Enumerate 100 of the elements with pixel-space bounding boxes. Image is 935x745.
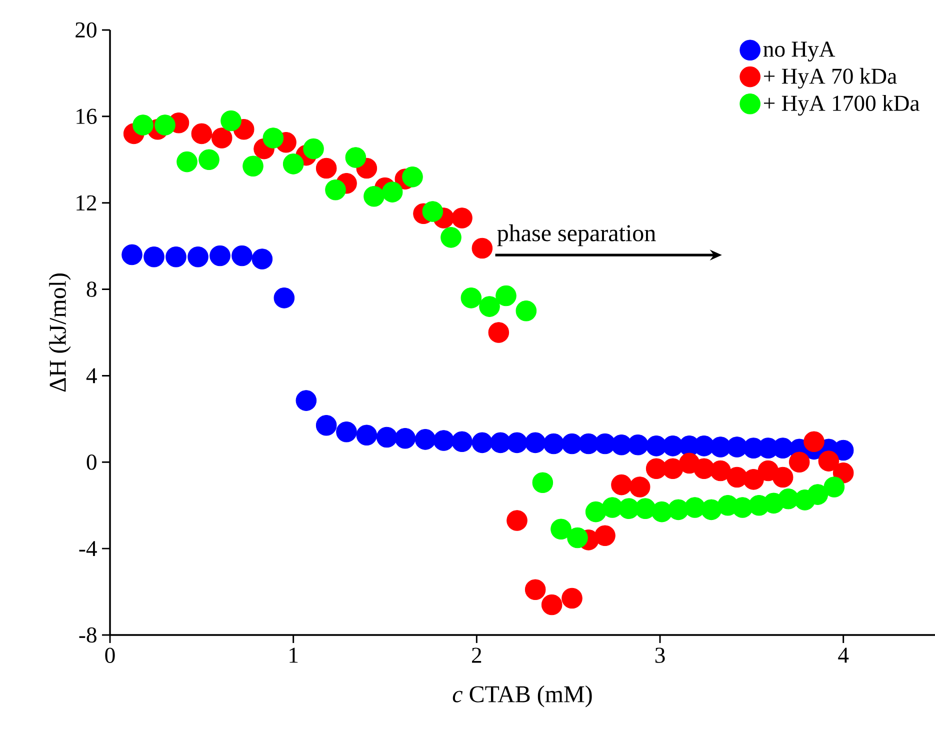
legend-label: + HyA 70 kDa bbox=[764, 68, 897, 89]
point bbox=[694, 458, 714, 480]
point bbox=[440, 227, 462, 248]
point bbox=[376, 426, 398, 448]
point bbox=[198, 149, 220, 170]
point bbox=[325, 179, 346, 200]
point bbox=[611, 434, 632, 456]
point bbox=[479, 296, 500, 317]
point bbox=[562, 588, 582, 609]
point bbox=[506, 432, 528, 454]
point bbox=[602, 497, 623, 518]
point bbox=[629, 476, 650, 498]
point bbox=[611, 474, 632, 496]
x-tick-label: 0 bbox=[105, 648, 115, 663]
point bbox=[336, 421, 357, 442]
point bbox=[211, 128, 232, 148]
point bbox=[191, 123, 212, 144]
point bbox=[176, 151, 198, 172]
point bbox=[778, 488, 799, 510]
point bbox=[804, 431, 824, 452]
point bbox=[316, 414, 337, 436]
point bbox=[726, 466, 748, 488]
point bbox=[594, 525, 616, 546]
y-axis-title: ΔH (kJ/mol) bbox=[49, 274, 71, 392]
point bbox=[220, 110, 242, 132]
x-tick-label: 2 bbox=[472, 648, 482, 663]
point bbox=[772, 466, 794, 488]
point bbox=[422, 201, 444, 222]
point bbox=[668, 499, 689, 520]
point bbox=[316, 158, 337, 179]
y-tick-label: 12 bbox=[76, 195, 96, 210]
point bbox=[700, 499, 722, 520]
x-tick-label: 4 bbox=[838, 648, 849, 663]
point bbox=[594, 433, 616, 454]
point bbox=[364, 186, 384, 207]
point bbox=[543, 433, 564, 454]
point bbox=[242, 156, 264, 177]
point bbox=[562, 433, 582, 454]
legend-label: no HyA bbox=[763, 42, 836, 62]
point bbox=[628, 434, 648, 456]
point bbox=[132, 114, 154, 136]
point bbox=[646, 458, 667, 480]
y-tick-label: 0 bbox=[86, 454, 96, 470]
point bbox=[282, 154, 304, 174]
y-tick-label: 8 bbox=[86, 282, 96, 297]
point bbox=[710, 460, 731, 482]
point bbox=[824, 476, 845, 498]
point bbox=[356, 424, 378, 446]
y-tick-label: -8 bbox=[79, 627, 96, 643]
x-axis-title: c CTAB (mM) bbox=[452, 685, 592, 708]
point bbox=[506, 510, 528, 531]
point bbox=[452, 431, 472, 452]
point bbox=[585, 501, 606, 522]
point bbox=[567, 527, 588, 548]
point bbox=[524, 432, 546, 454]
point bbox=[496, 285, 516, 306]
y-tick-label: 4 bbox=[86, 368, 97, 384]
point bbox=[788, 452, 810, 473]
point bbox=[252, 248, 273, 270]
point bbox=[144, 246, 164, 268]
point bbox=[524, 579, 546, 600]
point bbox=[402, 166, 423, 188]
point bbox=[743, 469, 764, 490]
point bbox=[452, 208, 472, 228]
point bbox=[394, 428, 416, 449]
point bbox=[382, 182, 403, 202]
point bbox=[472, 238, 493, 259]
point bbox=[516, 300, 537, 322]
point bbox=[122, 244, 142, 266]
point bbox=[732, 497, 753, 518]
point bbox=[541, 594, 562, 616]
y-tick-label: 16 bbox=[76, 108, 97, 124]
point bbox=[646, 436, 667, 456]
point bbox=[818, 450, 840, 472]
point bbox=[550, 518, 572, 540]
point bbox=[433, 430, 454, 451]
point bbox=[832, 462, 854, 484]
point bbox=[578, 433, 599, 454]
point bbox=[210, 245, 230, 266]
point bbox=[303, 138, 324, 160]
point bbox=[460, 288, 482, 308]
x-tick-label: 1 bbox=[290, 648, 298, 663]
point bbox=[618, 498, 640, 519]
point bbox=[532, 472, 554, 494]
point bbox=[726, 436, 748, 458]
point bbox=[651, 501, 672, 522]
point bbox=[274, 288, 295, 308]
point bbox=[166, 246, 186, 268]
y-tick-label: -4 bbox=[79, 541, 97, 556]
point bbox=[807, 484, 828, 505]
point bbox=[414, 429, 436, 450]
point bbox=[154, 114, 176, 136]
point bbox=[232, 245, 252, 266]
y-tick-label: 20 bbox=[76, 22, 96, 38]
point bbox=[262, 128, 284, 148]
annotation: phase separation bbox=[497, 224, 656, 246]
point bbox=[488, 322, 510, 343]
x-tick-label: 3 bbox=[655, 648, 665, 663]
legend-label: + HyA 1700 kDa bbox=[764, 94, 920, 116]
point bbox=[188, 246, 208, 268]
